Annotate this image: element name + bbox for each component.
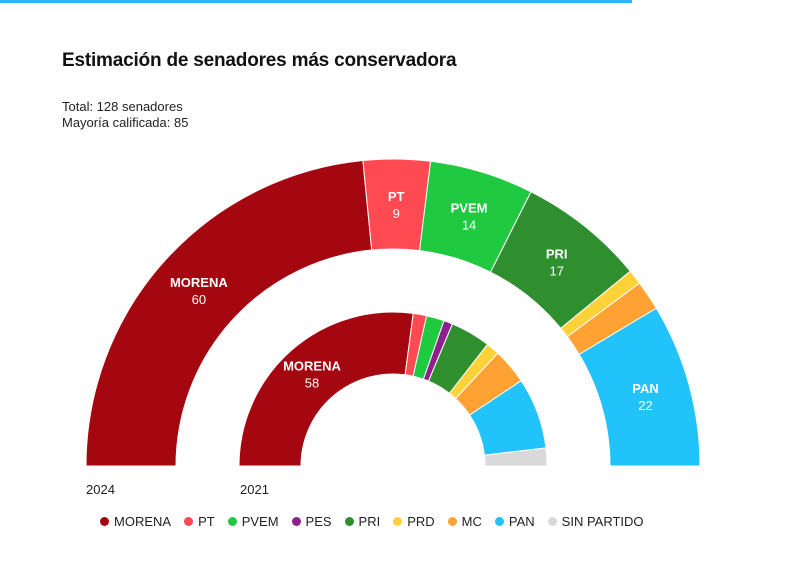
total-senators-note: Total: 128 senadores xyxy=(62,99,183,114)
legend-swatch-pri xyxy=(344,517,354,526)
data-label-name-2024-pri: PRI xyxy=(546,246,568,261)
legend-item-pvem: PVEM xyxy=(227,514,279,529)
chart-title: Estimación de senadores más conservadora xyxy=(62,50,457,71)
data-label-value-2021-morena: 58 xyxy=(305,375,319,390)
legend-swatch-pt xyxy=(184,517,194,526)
legend-item-prd: PRD xyxy=(393,514,435,529)
ring-label-2021: 2021 xyxy=(240,482,269,497)
legend-swatch-sin-partido xyxy=(547,517,557,526)
legend-item-pes: PES xyxy=(291,514,332,529)
data-label-name-2024-pan: PAN xyxy=(632,381,658,396)
legend-swatch-mc xyxy=(447,517,457,526)
legend-label-morena: MORENA xyxy=(114,514,172,529)
data-label-name-2024-morena: MORENA xyxy=(170,275,228,290)
data-label-value-2024-pvem: 14 xyxy=(462,217,476,232)
legend-label-prd: PRD xyxy=(407,514,435,529)
data-label-value-2024-pt: 9 xyxy=(393,206,400,221)
legend-label-mc: MC xyxy=(461,514,482,529)
data-label-value-2024-pri: 17 xyxy=(549,263,563,278)
legend-swatch-pvem xyxy=(227,517,237,526)
seat-arc-2021-sin-partido xyxy=(483,447,548,467)
legend-swatch-pan xyxy=(494,517,504,526)
chart-legend: MORENA PT PVEM PES PRI PRD MC PAN SIN PARTIDO xyxy=(100,514,657,529)
legend-swatch-morena xyxy=(100,517,109,526)
legend-label-pt: PT xyxy=(198,514,215,529)
legend-swatch-pes xyxy=(291,517,301,526)
seat-arc-2021-morena xyxy=(238,311,414,467)
legend-swatch-prd xyxy=(393,517,403,526)
legend-item-morena: MORENA xyxy=(100,514,171,529)
legend-item-pan: PAN xyxy=(494,514,535,529)
legend-label-pri: PRI xyxy=(358,514,381,529)
legend-item-pt: PT xyxy=(184,514,215,529)
legend-label-pan: PAN xyxy=(508,514,535,529)
seat-arc-2024-pan xyxy=(578,307,701,467)
legend-item-mc: MC xyxy=(447,514,482,529)
legend-item-pri: PRI xyxy=(344,514,381,529)
data-label-value-2024-morena: 60 xyxy=(192,292,206,307)
legend-item-sin-partido: SIN PARTIDO xyxy=(547,514,644,529)
data-label-name-2021-morena: MORENA xyxy=(283,358,341,373)
ring-label-2024: 2024 xyxy=(86,482,115,497)
legend-label-sin-partido: SIN PARTIDO xyxy=(561,514,644,529)
majority-note: Mayoría calificada: 85 xyxy=(62,115,189,130)
data-label-name-2024-pvem: PVEM xyxy=(451,200,488,215)
legend-label-pvem: PVEM xyxy=(241,514,279,529)
legend-label-pes: PES xyxy=(305,514,332,529)
seat-arc-2024-morena xyxy=(85,159,373,467)
seat-arc-2024-pt xyxy=(362,158,432,252)
data-label-name-2024-pt: PT xyxy=(388,189,405,204)
top-accent-bar xyxy=(0,0,632,3)
data-label-value-2024-pan: 22 xyxy=(638,398,652,413)
